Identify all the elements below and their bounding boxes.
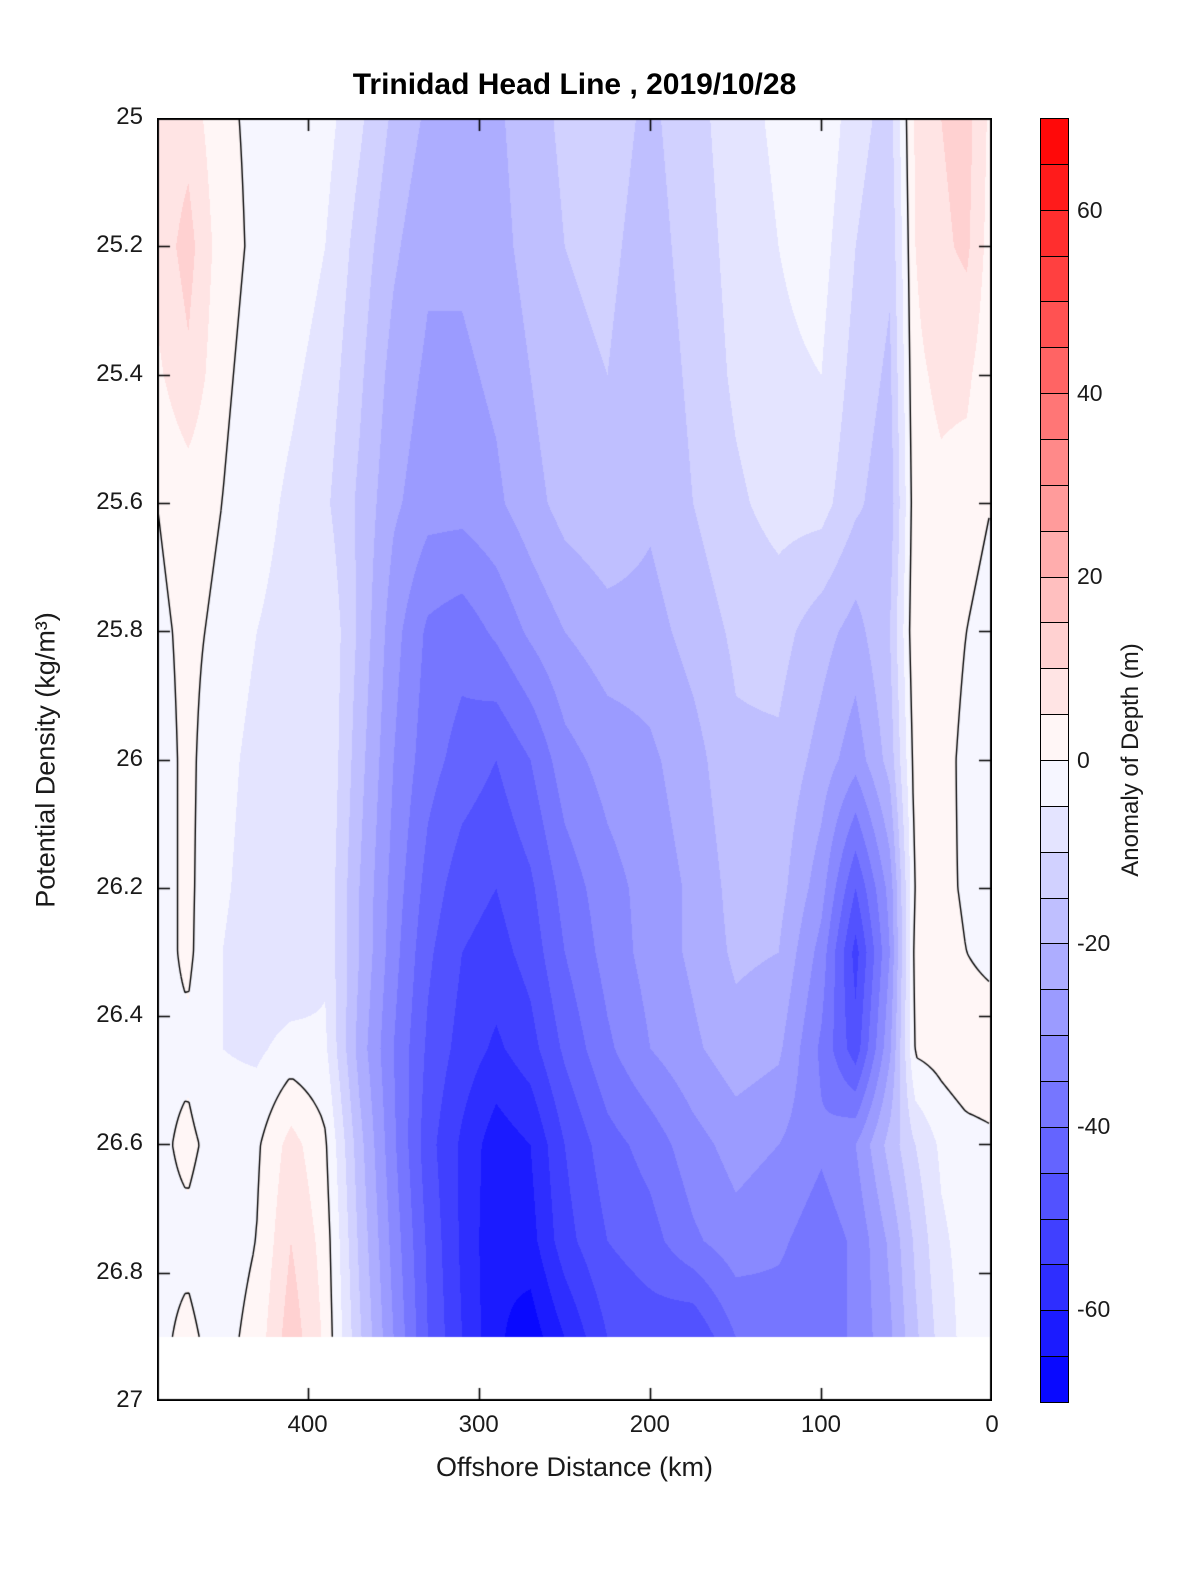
colorbar-segment — [1041, 1357, 1068, 1403]
colorbar-segment — [1041, 164, 1068, 211]
x-tick-label: 400 — [287, 1411, 328, 1438]
colorbar — [1040, 118, 1069, 1403]
colorbar-segment — [1041, 1265, 1068, 1312]
colorbar-segment — [1041, 1082, 1068, 1128]
colorbar-segment — [1041, 715, 1068, 762]
colorbar-segment — [1041, 1127, 1068, 1174]
colorbar-segment — [1041, 669, 1068, 716]
y-tick-label: 25.6 — [96, 487, 143, 515]
contour-plot-canvas — [157, 118, 992, 1401]
x-tick-label: 100 — [800, 1411, 841, 1438]
colorbar-segment — [1041, 531, 1068, 578]
x-axis-label: Offshore Distance (km) — [435, 1452, 714, 1482]
y-tick-label: 25.4 — [96, 359, 143, 387]
x-tick-label: 200 — [629, 1411, 670, 1438]
y-tick-label: 26.2 — [96, 872, 143, 900]
colorbar-segment — [1041, 761, 1068, 807]
colorbar-segment — [1041, 119, 1068, 165]
chart-title: Trinidad Head Line , 2019/10/28 — [352, 68, 797, 101]
y-axis-label: Potential Density (kg/m³) — [30, 612, 61, 908]
colorbar-segment — [1041, 1219, 1068, 1266]
colorbar-segment — [1041, 394, 1068, 441]
colorbar-label: Anomaly of Depth (m) — [1117, 643, 1144, 877]
y-tick-label: 26 — [116, 744, 143, 772]
colorbar-tick-label: 20 — [1077, 563, 1103, 590]
colorbar-tick-label: 0 — [1077, 746, 1090, 773]
colorbar-segment — [1041, 1311, 1068, 1358]
colorbar-segment — [1041, 440, 1068, 486]
colorbar-segment — [1041, 990, 1068, 1037]
y-tick-label: 26.6 — [96, 1129, 143, 1157]
colorbar-segment — [1041, 256, 1068, 303]
colorbar-tick-label: -40 — [1077, 1113, 1111, 1140]
colorbar-segment — [1041, 210, 1068, 257]
colorbar-segment — [1041, 944, 1068, 991]
x-tick-label: 300 — [458, 1411, 499, 1438]
y-tick-label: 26.4 — [96, 1001, 143, 1029]
colorbar-segment — [1041, 348, 1068, 395]
colorbar-tick-label: 60 — [1077, 196, 1103, 223]
colorbar-segment — [1041, 577, 1068, 624]
colorbar-tick-label: -20 — [1077, 929, 1111, 956]
y-tick-label: 27 — [116, 1386, 143, 1413]
colorbar-segment — [1041, 1036, 1068, 1083]
colorbar-segment — [1041, 898, 1068, 945]
colorbar-tick-label: -60 — [1077, 1296, 1111, 1323]
colorbar-segment — [1041, 1173, 1068, 1220]
y-tick-label: 25.8 — [96, 616, 143, 644]
colorbar-segment — [1041, 806, 1068, 853]
colorbar-tick-label: 40 — [1077, 379, 1103, 406]
colorbar-segment — [1041, 623, 1068, 670]
y-tick-label: 25 — [116, 103, 143, 130]
x-tick-label: 0 — [985, 1411, 999, 1438]
y-tick-label: 26.8 — [96, 1257, 143, 1285]
colorbar-segment — [1041, 485, 1068, 532]
colorbar-segment — [1041, 302, 1068, 349]
colorbar-segment — [1041, 852, 1068, 899]
y-tick-label: 25.2 — [96, 231, 143, 259]
